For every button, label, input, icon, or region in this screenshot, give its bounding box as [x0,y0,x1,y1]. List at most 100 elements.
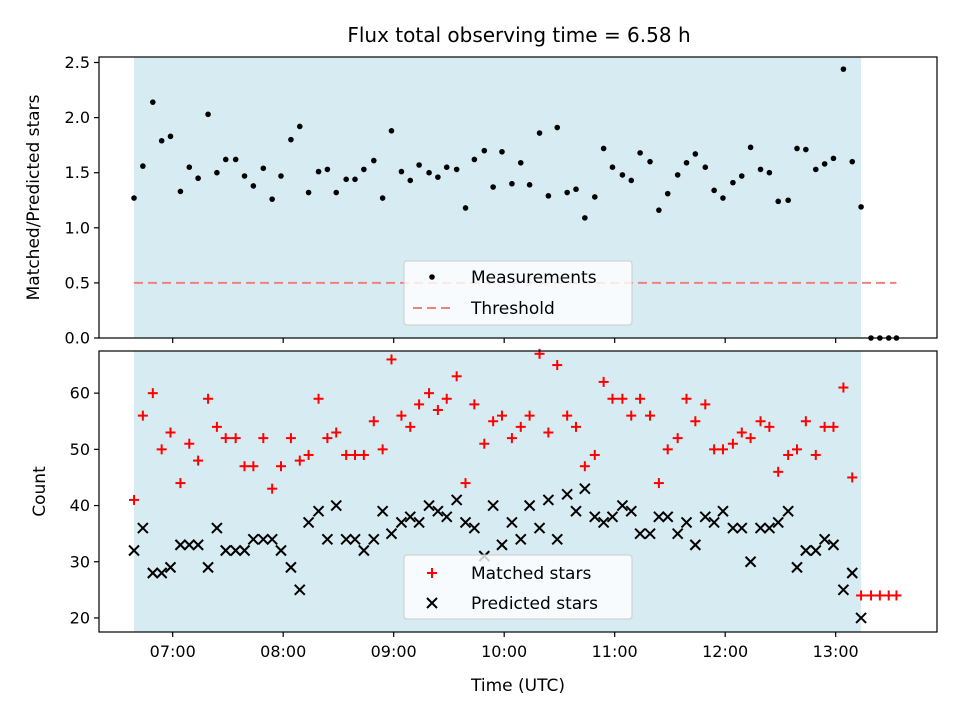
matched-star-point [891,590,902,601]
matched-star-point [607,393,618,404]
matched-star-point [773,466,784,477]
measurement-point [361,166,367,173]
matched-star-point [755,416,766,427]
measurement-point [232,156,239,163]
top-x-ticks [172,338,837,343]
matched-star-point [488,416,499,427]
matched-star-point [303,449,314,460]
matched-star-point [377,444,388,455]
measurement-point [582,215,588,221]
predicted-star-point [368,533,380,545]
matched-star-point [285,433,296,444]
measurement-point [269,196,275,202]
matched-star-point [275,461,286,472]
measurement-point [766,169,773,176]
x-tick-label: 08:00 [260,642,306,661]
measurement-point [214,169,220,176]
predicted-star-point [606,511,619,523]
matched-stars-points [129,348,902,601]
matched-star-point [645,410,656,421]
measurement-point [674,172,681,178]
measurement-point [296,123,303,130]
measurement-point [591,194,598,200]
predicted-star-point [257,533,270,545]
measurement-point [536,130,543,136]
matched-star-point [368,416,379,427]
measurement-point [250,183,257,189]
predicted-star-point [561,488,573,501]
x-tick-label: 13:00 [813,642,859,661]
measurement-point [222,156,229,163]
measurement-point [830,155,837,162]
measurement-point [702,164,709,170]
measurement-point [205,111,211,118]
predicted-star-point [625,505,637,517]
matched-star-point [617,393,628,404]
predicted-star-point [330,499,342,512]
measurement-point [453,166,460,173]
predicted-star-point [791,561,803,574]
measurement-point [462,205,469,211]
x-tick-label: 09:00 [371,642,417,661]
predicted-star-point [597,516,610,529]
measurement-point [738,173,745,179]
predicted-star-point [128,544,140,557]
matched-star-point [358,449,369,460]
measurement-point [186,164,193,170]
measurement-point [398,168,405,175]
predicted-star-point [358,544,370,557]
measurement-point [526,182,533,188]
predicted-stars-points [128,482,867,624]
predicted-star-point [459,516,472,529]
predicted-star-point [579,482,591,495]
matched-star-point [230,433,241,444]
matched-star-point [424,388,435,399]
measurement-point [803,146,809,153]
matched-star-point [193,455,204,466]
legend-matched-marker [427,568,437,578]
measurement-point [278,173,284,179]
predicted-star-point [302,516,315,529]
measurement-point [167,133,174,140]
legend-matched-label: Matched stars [471,564,591,584]
predicted-star-point [349,533,361,545]
matched-star-point [184,438,195,449]
measurement-point [305,189,312,196]
predicted-star-point [312,505,325,517]
x-tick-label: 10:00 [481,642,527,661]
top-legend-box [403,260,633,326]
predicted-star-point [147,567,159,579]
measurement-point [619,172,626,178]
predicted-star-point [634,527,646,540]
bottom-panel: 20 30 40 50 60 07:00 08:00 09:00 10:00 11:00 12:0… [30,348,938,696]
predicted-star-point [413,516,425,529]
measurement-point [435,174,441,180]
predicted-star-point [671,527,684,540]
measurement-point [794,145,800,152]
predicted-star-point [155,567,168,579]
legend-measurement-marker [429,274,435,280]
measurement-point [656,207,662,213]
matched-star-point [165,427,176,438]
bottom-x-ticks: 07:00 08:00 09:00 10:00 11:00 12:00 13:00 [150,632,859,661]
measurement-point [379,195,386,201]
predicted-star-point [708,516,720,529]
predicted-star-point [837,584,850,596]
predicted-star-point [616,499,629,512]
matched-star-point [441,393,452,404]
matched-star-point [653,478,664,489]
measurement-point [288,136,294,143]
matched-star-point [819,421,830,432]
bottom-y-tick-label: 50 [70,440,90,459]
measurement-point [545,193,552,199]
matched-star-point [745,433,756,444]
chart-title: Flux total observing time = 6.58 h [347,23,690,47]
predicted-star-point [432,505,444,517]
measurement-point [692,151,699,157]
predicted-star-point [570,505,582,517]
predicted-star-point [727,522,739,534]
matched-star-point [727,438,738,449]
measurement-point [324,166,331,173]
legend-predicted-label: Predicted stars [471,594,598,614]
top-y-tick-label: 0.5 [65,273,90,292]
